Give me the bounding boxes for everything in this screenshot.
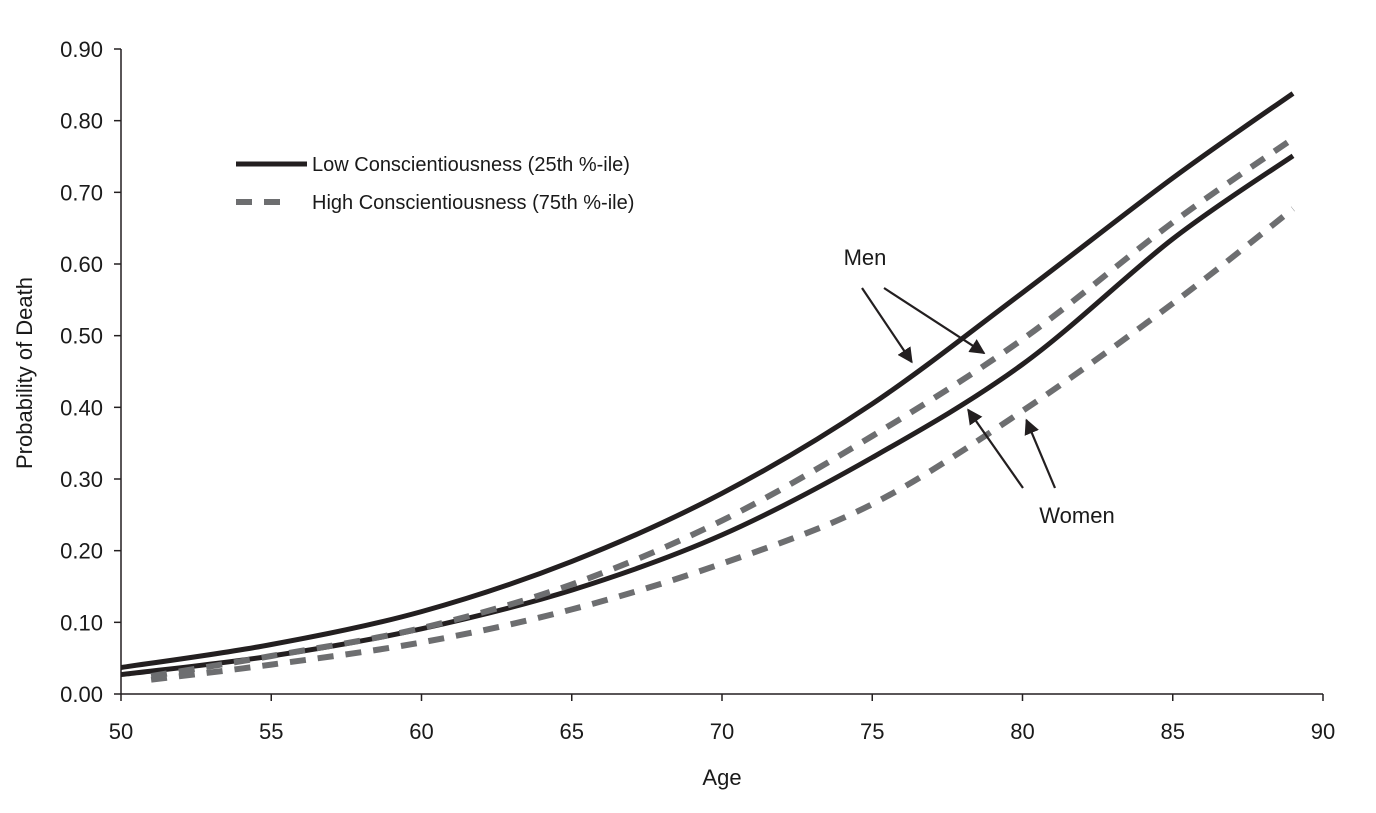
x-tick-label: 75: [860, 719, 884, 744]
y-tick-label: 0.20: [60, 539, 103, 564]
annotation-men: Men: [844, 245, 887, 270]
y-tick-label: 0.80: [60, 109, 103, 134]
series-line-women-low: [120, 153, 1295, 678]
x-tick-label: 50: [109, 719, 133, 744]
y-tick-label: 0.30: [60, 467, 103, 492]
y-tick-label: 0.00: [60, 682, 103, 707]
arrow-men-low: [861, 287, 913, 364]
legend-label-high: High Conscientiousness (75th %-ile): [312, 192, 634, 214]
y-tick-label: 0.40: [60, 395, 103, 420]
series-layer: [120, 91, 1295, 683]
legend: Low Conscientiousness (25th %-ile) High C…: [236, 154, 634, 214]
y-axis-label: Probability of Death: [12, 277, 37, 469]
y-tick-label: 0.50: [60, 324, 103, 349]
annotations: Men Women: [844, 245, 1115, 528]
x-tick-label: 60: [409, 719, 433, 744]
x-tick-label: 90: [1311, 719, 1335, 744]
arrow-women-high: [1024, 418, 1057, 489]
x-tick-label: 55: [259, 719, 283, 744]
series-line-men-low: [120, 91, 1295, 670]
series-line-men-high: [150, 136, 1295, 680]
annotation-women: Women: [1039, 503, 1114, 528]
y-tick-label: 0.10: [60, 610, 103, 635]
legend-label-low: Low Conscientiousness (25th %-ile): [312, 154, 630, 176]
y-tick-label: 0.70: [60, 180, 103, 205]
arrow-women-low: [967, 408, 1024, 489]
arrow-men-high: [883, 287, 986, 355]
x-tick-label: 80: [1010, 719, 1034, 744]
series-line-women-high: [150, 206, 1295, 683]
x-axis-label: Age: [702, 765, 741, 790]
y-tick-label: 0.60: [60, 252, 103, 277]
axes: 50 55 60 65 70 75 80 85 90 0.00 0.10 0.20 0.30 0.40 0.…: [60, 37, 1335, 744]
x-tick-label: 85: [1161, 719, 1185, 744]
y-tick-label: 0.90: [60, 37, 103, 62]
x-tick-label: 70: [710, 719, 734, 744]
x-tick-label: 65: [560, 719, 584, 744]
